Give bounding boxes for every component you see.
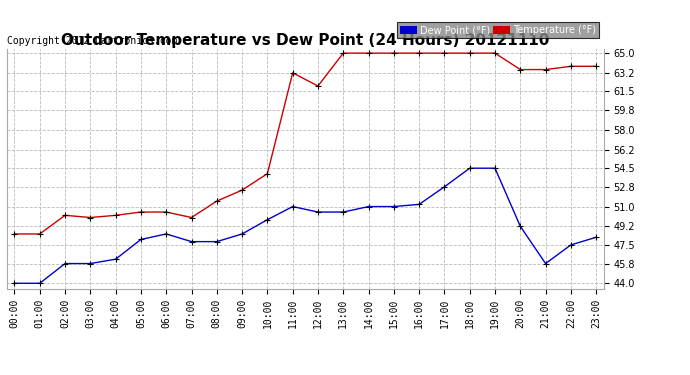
Legend: Dew Point (°F), Temperature (°F): Dew Point (°F), Temperature (°F) [397,22,599,38]
Text: Copyright 2012 Cartronics.com: Copyright 2012 Cartronics.com [7,36,177,46]
Title: Outdoor Temperature vs Dew Point (24 Hours) 20121110: Outdoor Temperature vs Dew Point (24 Hou… [61,33,549,48]
